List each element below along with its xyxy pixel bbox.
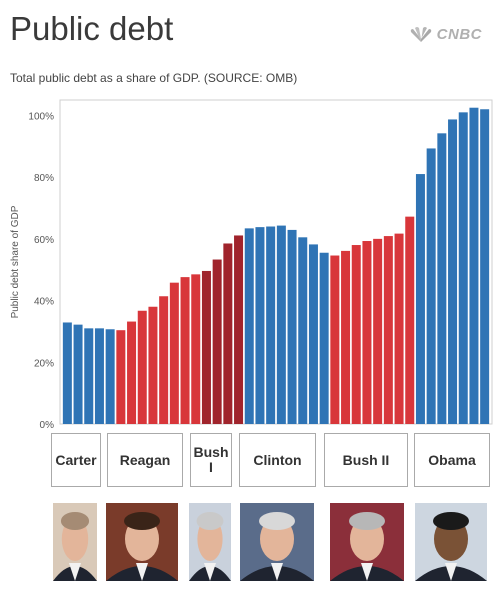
bar-obama (458, 112, 468, 424)
president-label-obama: Obama (414, 433, 490, 487)
bar-clinton (298, 237, 308, 424)
hair-shape (124, 512, 160, 530)
president-name: Obama (428, 451, 476, 468)
debt-bar-chart: 0% 20% 40% 60% 80% 100% Public debt share of G… (10, 99, 493, 430)
president-name: Clinton (253, 451, 302, 468)
bar-reagan (180, 277, 190, 424)
bar-clinton (266, 226, 276, 424)
bar-carter (73, 324, 83, 424)
shirt-shape (361, 563, 373, 581)
shirt-shape (69, 563, 81, 581)
president-label-bush-i: Bush I (190, 433, 232, 487)
bar-bush-ii (394, 233, 404, 424)
bar-bush-ii (383, 236, 393, 424)
president-label-clinton: Clinton (239, 433, 316, 487)
bar-reagan (191, 274, 201, 424)
hair-shape (60, 512, 90, 530)
shirt-shape (271, 563, 283, 581)
bar-clinton (308, 244, 318, 424)
portrait-clinton (240, 503, 314, 581)
president-label-bush-ii: Bush II (324, 433, 408, 487)
y-tick-label: 0% (40, 420, 55, 430)
hair-shape (433, 512, 469, 530)
bar-obama (480, 109, 490, 424)
bar-reagan (148, 306, 158, 424)
page-title: Public debt (10, 10, 174, 47)
president-label-carter: Carter (51, 433, 101, 487)
bar-bush-i (223, 243, 233, 424)
bar-carter (105, 329, 115, 424)
portrait-carter (53, 503, 97, 581)
hair-shape (259, 512, 295, 530)
bar-clinton (287, 229, 297, 424)
president-label-reagan: Reagan (107, 433, 183, 487)
y-tick-label: 100% (28, 111, 54, 122)
y-tick-label: 60% (34, 235, 54, 246)
portrait-obama (415, 503, 487, 581)
bar-obama (415, 174, 425, 424)
bar-bush-ii (330, 255, 340, 424)
bar-obama (437, 133, 447, 424)
portrait-bush-ii (330, 503, 404, 581)
bar-bush-i (212, 259, 222, 424)
hair-shape (196, 512, 224, 530)
bar-reagan (116, 330, 126, 424)
portrait-bush-i (189, 503, 231, 581)
bar-obama (426, 148, 436, 424)
bar-clinton (244, 228, 254, 424)
bar-carter (84, 328, 94, 424)
bar-bush-ii (341, 250, 351, 424)
shirt-shape (445, 563, 457, 581)
president-name: Bush II (342, 451, 390, 468)
president-name: Bush I (193, 444, 229, 475)
hair-shape (349, 512, 385, 530)
bar-bush-ii (405, 216, 415, 424)
portrait-reagan (106, 503, 178, 581)
bar-bush-ii (373, 238, 383, 424)
y-axis-label: Public debt share of GDP (10, 205, 21, 318)
logo-text: CNBC (436, 26, 482, 43)
y-tick-label: 40% (34, 297, 54, 308)
bar-reagan (159, 296, 169, 424)
bar-bush-i (234, 235, 244, 424)
cnbc-logo: CNBC (409, 26, 482, 43)
president-name: Reagan (119, 451, 171, 468)
bar-clinton (255, 227, 265, 424)
bar-bush-ii (362, 241, 372, 424)
bar-obama (448, 119, 458, 424)
bar-reagan (127, 321, 137, 424)
shirt-shape (136, 563, 148, 581)
y-tick-label: 80% (34, 173, 54, 184)
bar-bush-i (201, 270, 211, 424)
bar-clinton (276, 225, 286, 424)
bar-obama (469, 107, 479, 424)
bar-reagan (137, 310, 147, 424)
president-name: Carter (55, 451, 97, 468)
shirt-shape (204, 563, 216, 581)
bar-reagan (169, 282, 179, 424)
bar-bush-ii (351, 245, 361, 424)
y-tick-label: 20% (34, 358, 54, 369)
bar-carter (62, 322, 72, 424)
bar-carter (94, 328, 104, 424)
chart-subtitle: Total public debt as a share of GDP. (SO… (10, 71, 298, 85)
plot-frame (59, 99, 493, 425)
bar-clinton (319, 252, 329, 424)
peacock-icon (410, 26, 431, 42)
